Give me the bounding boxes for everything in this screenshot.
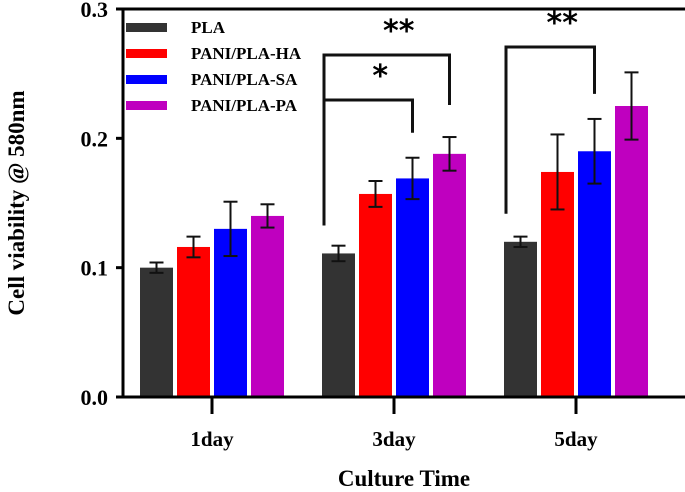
x-axis-label: Culture Time bbox=[338, 466, 470, 491]
error-bar bbox=[149, 261, 164, 274]
bar-3day-pani-pla-ha bbox=[359, 193, 392, 397]
error-bar bbox=[260, 203, 275, 229]
error-bar bbox=[223, 200, 238, 258]
legend-swatch bbox=[126, 23, 167, 32]
bar-1day-pani-pla-pa bbox=[251, 215, 284, 397]
error-bar bbox=[368, 180, 383, 208]
significance-label: ** bbox=[547, 6, 579, 41]
y-axis-label: Cell viability @ 580nm bbox=[4, 90, 30, 315]
legend: PLA PANI/PLA-HA PANI/PLA-SA PANI/PLA-PA bbox=[126, 18, 302, 115]
bars bbox=[140, 106, 648, 397]
x-tick-label: 5day bbox=[554, 427, 598, 451]
legend-swatch bbox=[126, 49, 167, 58]
legend-label: PANI/PLA-HA bbox=[191, 44, 302, 63]
legend-label: PLA bbox=[191, 18, 226, 37]
y-tick-label: 0.1 bbox=[81, 256, 109, 281]
bar-5day-pani-pla-sa bbox=[578, 151, 611, 397]
significance-bracket bbox=[504, 45, 596, 214]
y-tick-label: 0.2 bbox=[81, 126, 109, 151]
bar-3day-pani-pla-pa bbox=[433, 153, 466, 397]
x-tick-label: 1day bbox=[190, 427, 234, 451]
bar-3day-pani-pla-sa bbox=[396, 178, 429, 397]
bar-1day-pani-pla-ha bbox=[177, 246, 210, 397]
significance-brackets: ***** bbox=[322, 6, 596, 226]
significance-label: * bbox=[372, 59, 388, 94]
error-bar bbox=[550, 133, 565, 211]
error-bar bbox=[587, 117, 602, 185]
error-bar bbox=[624, 71, 639, 141]
error-bar bbox=[442, 136, 457, 172]
legend-label: PANI/PLA-SA bbox=[191, 70, 298, 89]
y-ticks: 0.0 0.1 0.2 0.3 bbox=[81, 0, 123, 410]
error-bar bbox=[513, 235, 528, 248]
axes bbox=[121, 7, 685, 399]
error-bar bbox=[331, 244, 346, 263]
x-tick-label: 3day bbox=[372, 427, 416, 451]
legend-swatch bbox=[126, 75, 167, 84]
x-ticks: 1day 3day 5day bbox=[190, 397, 598, 451]
error-bar bbox=[186, 235, 201, 259]
significance-bracket bbox=[322, 98, 414, 226]
bar-3day-pla bbox=[322, 253, 355, 397]
y-tick-label: 0.3 bbox=[81, 0, 109, 22]
legend-swatch bbox=[126, 101, 167, 110]
error-bar bbox=[405, 156, 420, 201]
bar-1day-pla bbox=[140, 267, 173, 397]
error-bars bbox=[149, 71, 639, 274]
legend-label: PANI/PLA-PA bbox=[191, 96, 298, 115]
bar-5day-pla bbox=[504, 241, 537, 397]
significance-label: ** bbox=[383, 14, 415, 49]
y-tick-label: 0.0 bbox=[81, 385, 109, 410]
bar-5day-pani-pla-pa bbox=[615, 106, 648, 397]
